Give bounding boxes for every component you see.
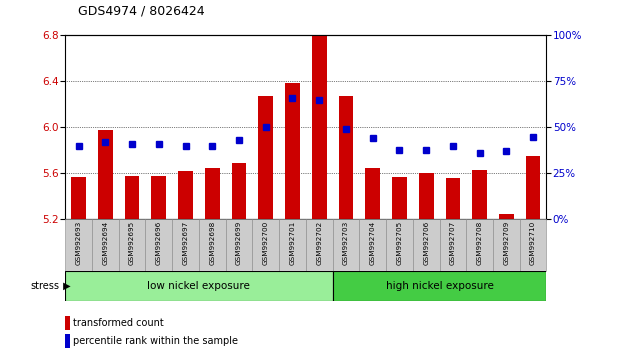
Bar <box>98 130 112 219</box>
Bar <box>65 316 70 330</box>
Bar <box>199 219 225 271</box>
Bar <box>65 334 70 348</box>
Text: GSM992694: GSM992694 <box>102 221 108 265</box>
Bar <box>365 168 380 219</box>
Text: GSM992708: GSM992708 <box>477 221 483 265</box>
Bar <box>360 219 386 271</box>
Bar <box>279 219 306 271</box>
Text: transformed count: transformed count <box>73 318 164 328</box>
Bar <box>306 219 333 271</box>
Bar <box>386 219 413 271</box>
Text: GSM992693: GSM992693 <box>76 221 81 265</box>
Text: GSM992702: GSM992702 <box>316 221 322 265</box>
Text: GSM992695: GSM992695 <box>129 221 135 265</box>
Bar <box>413 219 440 271</box>
Text: GDS4974 / 8026424: GDS4974 / 8026424 <box>78 5 204 18</box>
Text: low nickel exposure: low nickel exposure <box>147 281 250 291</box>
Text: ▶: ▶ <box>60 281 71 291</box>
Bar <box>92 219 119 271</box>
Text: percentile rank within the sample: percentile rank within the sample <box>73 336 238 346</box>
Bar <box>473 170 487 219</box>
Text: stress: stress <box>30 281 59 291</box>
Text: GSM992707: GSM992707 <box>450 221 456 265</box>
Bar <box>338 96 353 219</box>
Text: GSM992709: GSM992709 <box>504 221 509 265</box>
Text: GSM992703: GSM992703 <box>343 221 349 265</box>
Bar <box>312 35 327 219</box>
Bar <box>445 178 460 219</box>
Bar <box>232 163 247 219</box>
Bar <box>520 219 546 271</box>
Text: GSM992710: GSM992710 <box>530 221 536 265</box>
Bar <box>466 219 493 271</box>
Bar <box>526 156 540 219</box>
Bar <box>178 171 193 219</box>
Bar <box>440 219 466 271</box>
Bar <box>252 219 279 271</box>
Bar <box>125 176 139 219</box>
Bar <box>499 214 514 219</box>
Text: GSM992697: GSM992697 <box>183 221 189 265</box>
Text: GSM992698: GSM992698 <box>209 221 215 265</box>
Bar <box>258 96 273 219</box>
Bar <box>225 219 252 271</box>
Bar <box>152 176 166 219</box>
Text: GSM992701: GSM992701 <box>289 221 296 265</box>
Bar <box>392 177 407 219</box>
Bar <box>71 177 86 219</box>
Bar <box>333 219 360 271</box>
Bar <box>172 219 199 271</box>
Text: GSM992700: GSM992700 <box>263 221 269 265</box>
Bar <box>285 82 300 219</box>
Bar <box>333 271 546 301</box>
Bar <box>145 219 172 271</box>
Bar <box>119 219 145 271</box>
Bar <box>205 168 220 219</box>
Text: GSM992696: GSM992696 <box>156 221 162 265</box>
Text: high nickel exposure: high nickel exposure <box>386 281 494 291</box>
Text: GSM992706: GSM992706 <box>423 221 429 265</box>
Bar <box>493 219 520 271</box>
Bar <box>65 271 333 301</box>
Text: GSM992699: GSM992699 <box>236 221 242 265</box>
Bar <box>65 219 92 271</box>
Text: GSM992705: GSM992705 <box>396 221 402 265</box>
Text: GSM992704: GSM992704 <box>369 221 376 265</box>
Bar <box>419 173 433 219</box>
